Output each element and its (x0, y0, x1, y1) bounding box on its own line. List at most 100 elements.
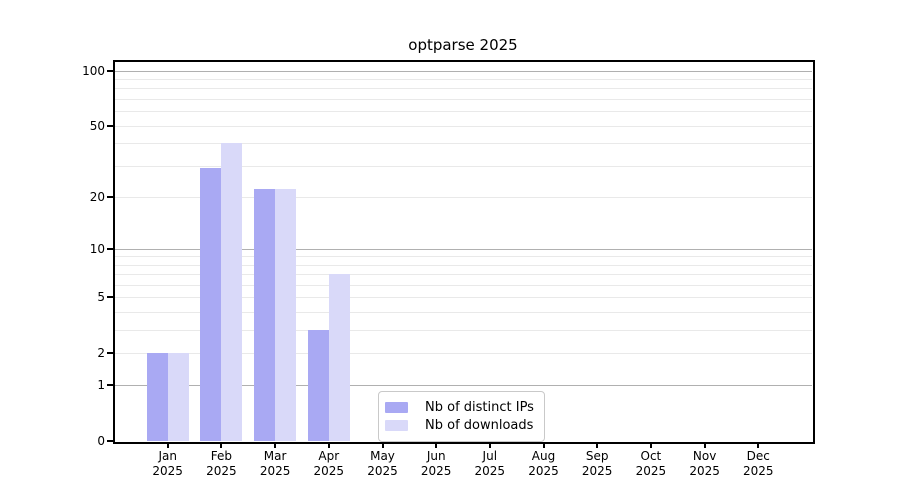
legend-label-downloads: Nb of downloads (425, 418, 534, 433)
y-tick-1 (107, 384, 113, 387)
gridline-5 (114, 297, 812, 299)
gridline-3 (114, 329, 812, 331)
y-tick-label-10: 10 (89, 241, 105, 256)
bar-nb-of-distinct-ips-mar (254, 189, 276, 441)
x-tick-jul (488, 442, 491, 448)
y-tick-5 (107, 296, 113, 299)
gridline-80 (114, 88, 812, 90)
gridline-30 (114, 165, 812, 167)
x-label-month-mar: Mar (263, 449, 287, 463)
x-label-year-nov: 2025 (689, 464, 720, 478)
x-tick-label-oct: Oct 2025 (621, 449, 681, 479)
gridline-9 (114, 256, 812, 258)
x-label-year-mar: 2025 (259, 464, 291, 478)
x-tick-label-nov: Nov 2025 (675, 449, 735, 479)
legend-swatch-distinct-ips (385, 402, 408, 413)
y-tick-label-100: 100 (82, 63, 105, 78)
y-tick-10 (107, 247, 113, 250)
legend-item-downloads: Nb of downloads (385, 417, 534, 434)
x-label-month-aug: Aug (531, 449, 556, 463)
gridline-8 (114, 264, 812, 266)
x-label-year-may: 2025 (367, 464, 398, 478)
x-label-month-nov: Nov (692, 449, 717, 463)
x-tick-jan (166, 442, 169, 448)
x-label-year-oct: 2025 (635, 464, 667, 478)
x-tick-dec (757, 442, 760, 448)
legend: Nb of distinct IPs Nb of downloads (378, 391, 545, 442)
x-label-month-dec: Dec (746, 449, 770, 463)
x-label-month-jan: Jan (158, 449, 177, 463)
gridline-60 (114, 111, 812, 113)
x-tick-nov (703, 442, 706, 448)
x-tick-label-dec: Dec 2025 (728, 449, 788, 479)
x-label-month-may: May (370, 449, 395, 463)
x-tick-label-jul: Jul 2025 (460, 449, 520, 479)
legend-item-distinct-ips: Nb of distinct IPs (385, 399, 534, 416)
gridline-7 (114, 274, 812, 276)
bar-nb-of-downloads-apr (328, 274, 350, 441)
plot-area (114, 61, 812, 441)
bar-nb-of-downloads-jan (167, 352, 189, 441)
gridline-2 (114, 352, 812, 354)
gridline-90 (114, 79, 812, 81)
y-tick-label-5: 5 (97, 290, 105, 305)
y-tick-100 (107, 69, 113, 72)
x-tick-sep (596, 442, 599, 448)
y-tick-label-2: 2 (97, 345, 105, 360)
x-label-month-apr: Apr (318, 449, 340, 463)
gridline-70 (114, 99, 812, 100)
y-tick-label-1: 1 (97, 378, 105, 393)
y-tick-2 (107, 351, 113, 354)
x-tick-label-aug: Aug 2025 (514, 449, 574, 479)
x-tick-mar (274, 442, 277, 448)
bar-nb-of-distinct-ips-apr (307, 329, 329, 441)
y-tick-label-50: 50 (89, 118, 105, 133)
x-label-year-aug: 2025 (528, 464, 559, 478)
gridline-50 (114, 125, 812, 127)
x-tick-oct (649, 442, 652, 448)
x-tick-label-may: May 2025 (353, 449, 413, 479)
x-label-year-sep: 2025 (581, 464, 613, 478)
x-tick-jun (435, 442, 438, 448)
y-tick-20 (107, 195, 113, 198)
x-label-year-jun: 2025 (420, 464, 452, 478)
x-label-month-jul: Jul (482, 449, 498, 463)
x-label-year-dec: 2025 (743, 464, 774, 478)
gridline-20 (114, 196, 812, 198)
gridline-4 (114, 311, 812, 313)
gridline-1 (114, 385, 812, 387)
y-tick-0 (107, 440, 113, 442)
x-label-month-sep: Sep (585, 449, 609, 463)
y-tick-label-20: 20 (89, 189, 105, 204)
x-tick-label-mar: Mar 2025 (245, 449, 305, 479)
bar-nb-of-distinct-ips-jan (146, 352, 168, 441)
gridline-6 (114, 284, 812, 286)
chart-title: optparse 2025 (408, 36, 518, 54)
legend-swatch-downloads (385, 420, 408, 431)
x-tick-label-feb: Feb 2025 (191, 449, 251, 479)
x-label-year-feb: 2025 (206, 464, 237, 478)
bar-nb-of-downloads-feb (221, 143, 243, 441)
y-tick-50 (107, 124, 113, 127)
y-tick-label-0: 0 (97, 434, 105, 448)
gridline-100 (114, 70, 812, 72)
x-label-month-feb: Feb (210, 449, 233, 463)
gridline-10 (114, 248, 812, 250)
x-tick-aug (542, 442, 545, 448)
gridline-40 (114, 143, 812, 144)
x-tick-label-jan: Jan 2025 (138, 449, 198, 479)
x-label-year-apr: 2025 (313, 464, 345, 478)
x-label-year-jul: 2025 (474, 464, 506, 478)
x-tick-apr (327, 442, 330, 448)
x-tick-feb (220, 442, 223, 448)
legend-label-distinct-ips: Nb of distinct IPs (425, 400, 534, 415)
bar-nb-of-distinct-ips-feb (200, 168, 222, 441)
x-tick-may (381, 442, 384, 448)
x-tick-label-jun: Jun 2025 (406, 449, 466, 479)
x-tick-label-apr: Apr 2025 (299, 449, 359, 479)
x-label-year-jan: 2025 (152, 464, 183, 478)
bar-nb-of-downloads-mar (275, 189, 297, 441)
x-label-month-jun: Jun (426, 449, 446, 463)
x-label-month-oct: Oct (640, 449, 662, 463)
